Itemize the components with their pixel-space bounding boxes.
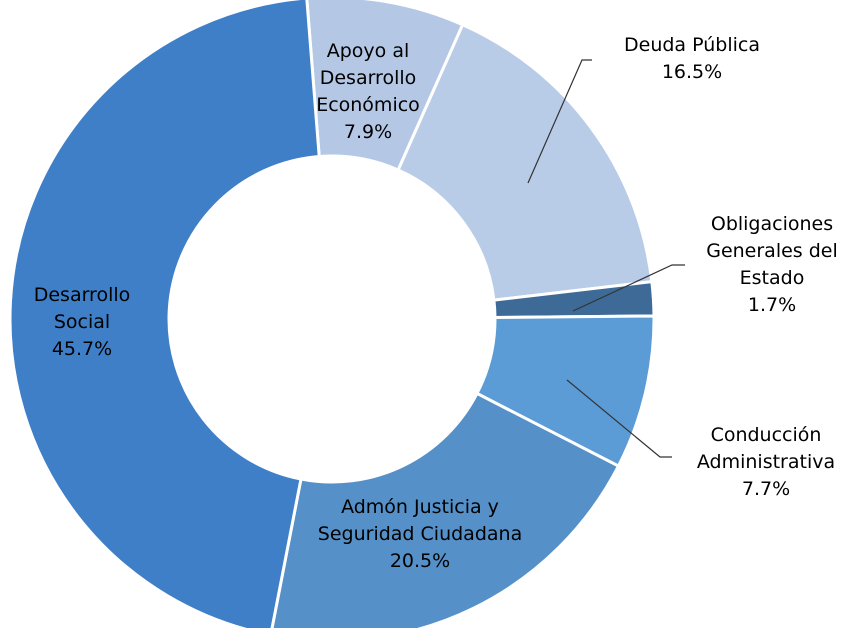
value-label: 16.5% [661,61,723,83]
category-label: Deuda Pública [624,34,760,56]
category-label: Obligaciones Generales del Estado [706,213,838,289]
donut-slice [8,0,321,628]
category-label: Desarrollo Social [33,284,131,333]
category-label: Apoyo al Desarrollo Económico [316,40,420,116]
leader-line [572,264,685,312]
donut-slice [396,22,654,302]
category-label: Conducción Administrativa [696,424,836,473]
value-label: 45.7% [51,338,113,360]
category-label: Admón Justicia y Seguridad Ciudadana [317,496,523,545]
leader-line [566,379,672,458]
slice-label: Obligaciones Generales del Estado 1.7% [690,211,849,319]
donut-slice [270,391,621,628]
slice-label: Desarrollo Social 45.7% [22,282,142,363]
value-label: 20.5% [389,550,451,572]
value-label: 7.9% [343,121,393,143]
value-label: 7.7% [741,478,791,500]
leader-line [527,59,592,184]
value-label: 1.7% [747,294,797,316]
slice-label: Apoyo al Desarrollo Económico 7.9% [298,38,438,146]
slice-label: Admón Justicia y Seguridad Ciudadana 20.5… [314,494,526,575]
slice-label: Conducción Administrativa 7.7% [676,422,849,503]
slice-label: Deuda Pública 16.5% [592,32,792,86]
